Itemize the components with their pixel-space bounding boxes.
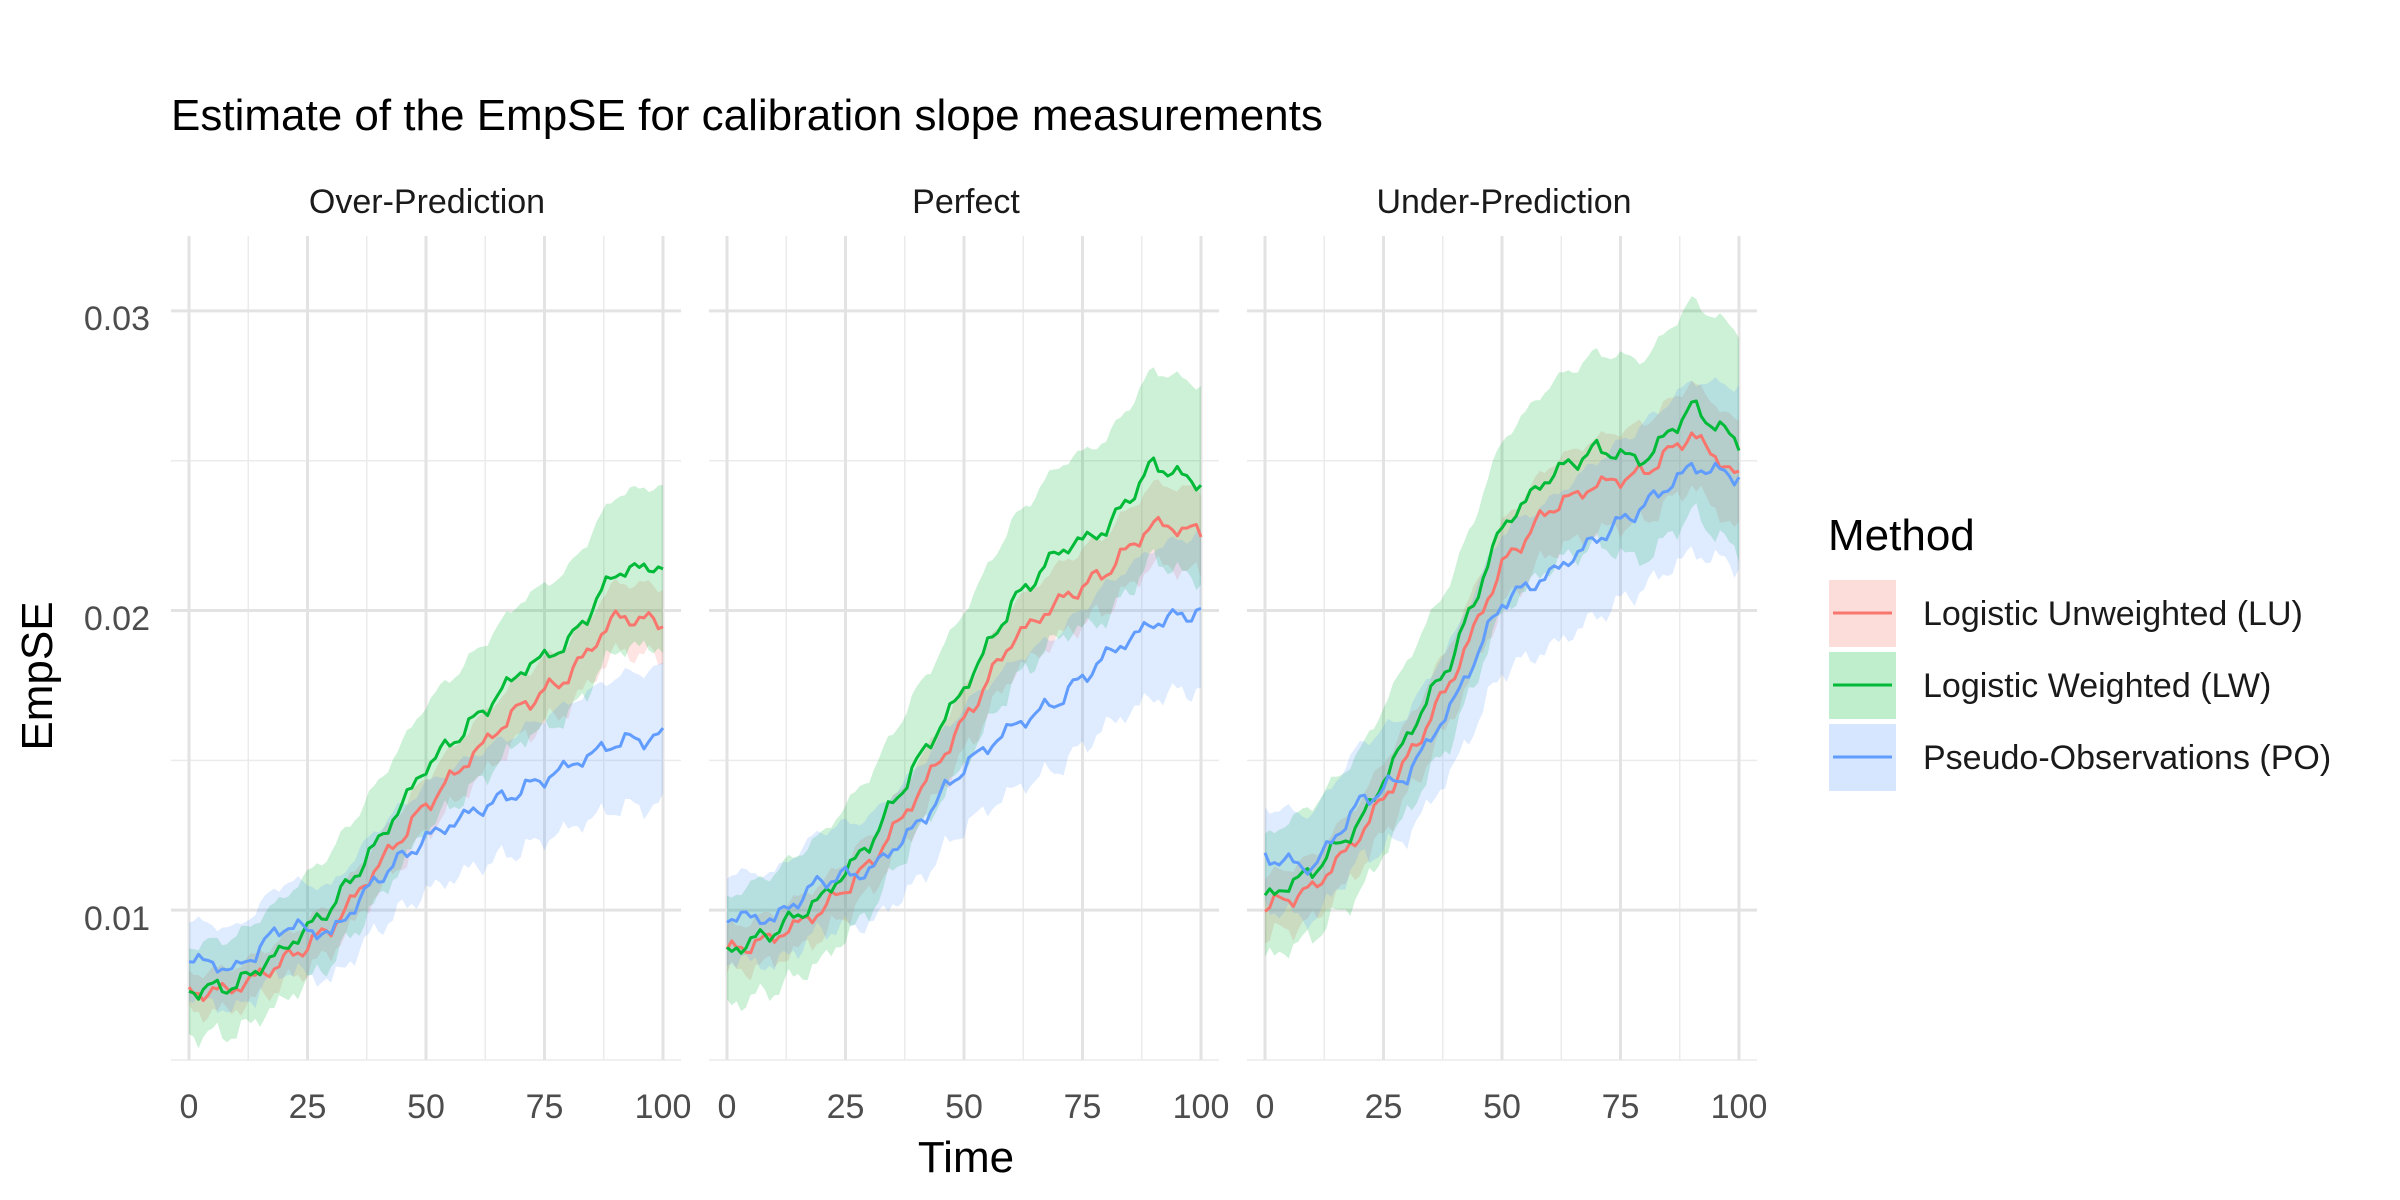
legend-item-lu: Logistic Unweighted (LU) [1829,580,2303,647]
legend-title: Method [1828,511,1975,560]
series-line-po [726,606,1202,925]
band-po [1265,377,1739,930]
legend-label-lw: Logistic Weighted (LW) [1923,667,2271,705]
x-tick-label: 50 [945,1088,983,1126]
panel-perfect [709,236,1219,1061]
x-tick-label: 50 [1483,1088,1521,1126]
x-tick-label: 25 [289,1088,327,1126]
panel-strip-over-prediction: Over-Prediction [309,183,545,221]
panel-strips: Over-Prediction Perfect Under-Prediction [309,183,1632,221]
x-tick-label: 75 [526,1088,564,1126]
legend: Method Logistic Unweighted (LU) Logistic… [1828,511,2331,791]
x-tick-label: 100 [1711,1088,1768,1126]
x-tick-label: 0 [718,1088,737,1126]
x-tick-label: 100 [635,1088,692,1126]
y-axis-title: EmpSE [13,601,62,750]
x-tick-label: 75 [1602,1088,1640,1126]
band-lw [189,484,663,1049]
band-lu [1265,380,1739,944]
series-line-lw [726,456,1203,955]
x-axis: 0 25 50 75 100 0 25 50 75 100 0 25 50 75 100 [180,1088,1768,1126]
series-line-lw [188,562,664,1001]
panels [171,236,1757,1061]
band-lu [727,479,1201,981]
band-lw [1265,296,1739,959]
x-axis-title: Time [918,1133,1014,1182]
legend-item-po: Pseudo-Observations (PO) [1829,724,2331,791]
x-tick-label: 75 [1064,1088,1102,1126]
y-tick-label: 0.01 [84,900,150,938]
y-tick-label: 0.02 [84,600,150,638]
x-tick-label: 25 [1365,1088,1403,1126]
y-axis: 0.03 0.02 0.01 [84,300,150,938]
series-line-lu [1264,431,1740,913]
legend-label-lu: Logistic Unweighted (LU) [1923,595,2303,633]
x-tick-label: 50 [407,1088,445,1126]
chart-title: Estimate of the EmpSE for calibration sl… [171,91,1323,140]
legend-item-lw: Logistic Weighted (LW) [1829,652,2271,719]
panel-strip-under-prediction: Under-Prediction [1376,183,1631,221]
x-tick-label: 0 [180,1088,199,1126]
series-line-po [188,727,665,974]
series-line-lw [1263,399,1741,897]
panel-under-prediction [1247,236,1757,1061]
x-tick-label: 0 [1256,1088,1275,1126]
panel-over-prediction [171,236,681,1061]
x-tick-label: 100 [1173,1088,1230,1126]
y-tick-label: 0.03 [84,300,150,338]
band-po [727,529,1201,971]
legend-label-po: Pseudo-Observations (PO) [1923,739,2331,777]
series-line-po [1263,461,1741,876]
panel-strip-perfect: Perfect [912,183,1020,221]
series-line-lu [187,609,664,1003]
x-tick-label: 25 [827,1088,865,1126]
